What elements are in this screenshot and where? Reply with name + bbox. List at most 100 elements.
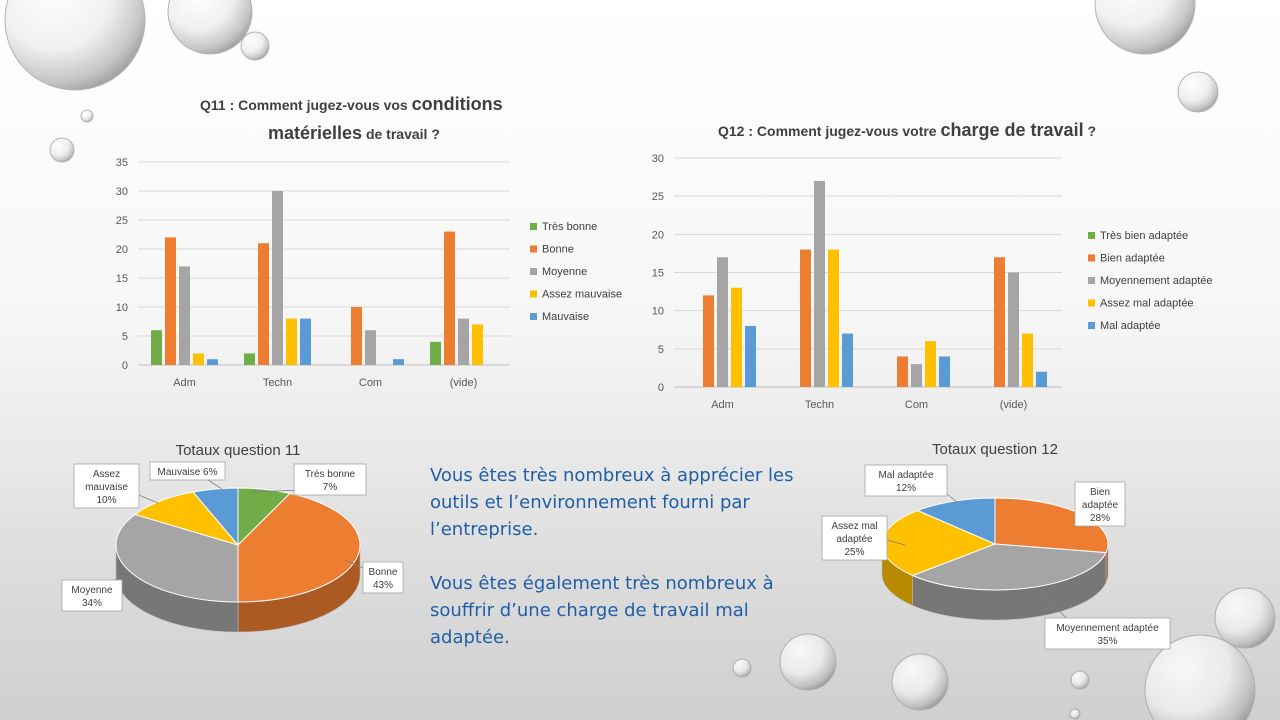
bar-Com-Mal adaptée (939, 356, 950, 387)
callout-leader (138, 494, 159, 504)
water-drop-1 (167, 0, 253, 55)
water-drop-8 (1144, 634, 1256, 720)
q12-pie-chart: Totaux question 12 Bien adaptée 28% Moyennem… (821, 441, 1171, 650)
legend-label: Très bien adaptée (1100, 230, 1188, 242)
bar-(vide)-Très bonne (430, 341, 441, 365)
bar-Techn-Assez mauvaise (286, 318, 297, 365)
bar-Com-Bien adaptée (897, 356, 908, 387)
legend-swatch (530, 290, 537, 298)
bar-Com-Bonne (351, 307, 362, 365)
callout-box (73, 463, 140, 509)
legend-label: Très bonne (542, 221, 597, 233)
legend-swatch (530, 313, 537, 320)
bar-Com-Assez mal adaptée (925, 341, 936, 387)
callout-label: 35% (1097, 636, 1117, 647)
summary-paragraph-2: Vous êtes également très nombreux à souf… (430, 573, 774, 648)
legend-label: Moyennement adaptée (1100, 275, 1213, 287)
y-tick-label: 15 (116, 273, 128, 285)
bar-Techn-Moyenne (272, 191, 283, 365)
water-drop-13 (1069, 708, 1081, 720)
pie-slice-Assez (133, 491, 240, 546)
q11-pie-chart: Totaux question 11 Très bonne 7% Bonne 43% Mo… (61, 442, 404, 633)
legend-swatch (1088, 299, 1095, 307)
x-tick-label: (vide) (450, 377, 478, 389)
bar-(vide)-Bonne (444, 231, 455, 365)
callout-box (1044, 617, 1171, 650)
legend-label: Bien adaptée (1100, 253, 1165, 265)
chart-title-part-0: Q11 : (200, 97, 238, 113)
legend-label: Assez mauvaise (542, 289, 622, 301)
x-tick-label: Com (905, 399, 928, 411)
callout-label: Très bonne (305, 469, 356, 480)
bar-Techn-Très bonne (244, 353, 255, 365)
legend-swatch (530, 268, 537, 275)
bar-Adm-Bonne (165, 237, 176, 365)
y-tick-label: 10 (652, 306, 664, 318)
callout-label: Moyenne (71, 585, 113, 596)
pie-slice-Bonne (237, 492, 361, 603)
water-drop-10 (779, 633, 837, 691)
bar-Adm-Assez mauvaise (193, 353, 204, 365)
callout-label: mauvaise (85, 482, 128, 493)
chart-title-part-3: ? (1084, 123, 1096, 139)
chart-title-part-2: conditions (412, 94, 503, 114)
callout-label: adaptée (836, 534, 873, 545)
callout-leader (1039, 589, 1069, 621)
legend-swatch (1088, 322, 1095, 329)
water-drop-11 (732, 658, 752, 678)
y-tick-label: 25 (652, 191, 664, 203)
chart-title-part-3: matérielles (268, 123, 362, 143)
y-tick-label: 20 (652, 229, 664, 241)
water-drop-4 (80, 109, 94, 123)
bar-Adm-Bien adaptée (703, 295, 714, 387)
water-drop-0 (4, 0, 146, 91)
callout-label: 43% (373, 580, 393, 591)
bar-(vide)-Assez mauvaise (472, 324, 483, 365)
callout-box (864, 464, 948, 497)
bar-(vide)-Moyennement adaptée (1008, 272, 1019, 387)
bar-Com-Moyenne (365, 330, 376, 365)
legend-label: Mal adaptée (1100, 320, 1161, 332)
summary-paragraph-1: Vous êtes très nombreux à apprécier les … (430, 465, 794, 540)
water-drop-3 (49, 137, 75, 163)
bar-Techn-Assez mal adaptée (828, 249, 839, 387)
water-drop-2 (240, 31, 270, 61)
y-tick-label: 0 (658, 382, 664, 394)
callout-box (61, 579, 123, 612)
bar-Adm-Mauvaise (207, 359, 218, 365)
bar-Adm-Assez mal adaptée (731, 287, 742, 387)
callout-label: adaptée (1082, 500, 1119, 511)
callout-label: Moyennement adaptée (1056, 623, 1159, 634)
y-tick-label: 30 (116, 186, 128, 198)
legend-swatch (530, 223, 537, 230)
callout-label: 25% (844, 547, 864, 558)
chart-title-part-1: Comment jugez-vous vos (238, 97, 411, 113)
bar-Adm-Moyennement adaptée (717, 257, 728, 387)
bar-Com-Mauvaise (393, 359, 404, 365)
water-drop-7 (1214, 587, 1276, 649)
legend-label: Mauvaise (542, 311, 589, 323)
callout-label: Mauvaise 6% (157, 467, 217, 478)
chart-title: Q12 : Comment jugez-vous votre charge de… (718, 120, 1096, 140)
y-tick-label: 5 (122, 331, 128, 343)
y-tick-label: 35 (116, 157, 128, 169)
y-tick-label: 10 (116, 302, 128, 314)
callout-leader (886, 539, 906, 546)
legend-label: Moyenne (542, 266, 587, 278)
bar-Techn-Bonne (258, 243, 269, 365)
y-tick-label: 0 (122, 360, 128, 372)
callout-box (1074, 481, 1126, 527)
q12-bar-chart: Q12 : Comment jugez-vous votre charge de… (652, 120, 1213, 411)
pie-title: Totaux question 11 (176, 442, 301, 459)
pie-title: Totaux question 12 (932, 441, 1058, 458)
bar-Techn-Mauvaise (300, 318, 311, 365)
x-tick-label: Com (359, 377, 382, 389)
chart-title: Q11 : Comment jugez-vous vos conditions m… (200, 94, 503, 143)
pie-slice-Moyennement adaptée (911, 543, 1107, 591)
bar-Techn-Mal adaptée (842, 333, 853, 387)
y-tick-label: 5 (658, 344, 664, 356)
callout-label: 28% (1090, 513, 1110, 524)
callout-box (293, 463, 367, 496)
bar-Adm-Moyenne (179, 266, 190, 365)
